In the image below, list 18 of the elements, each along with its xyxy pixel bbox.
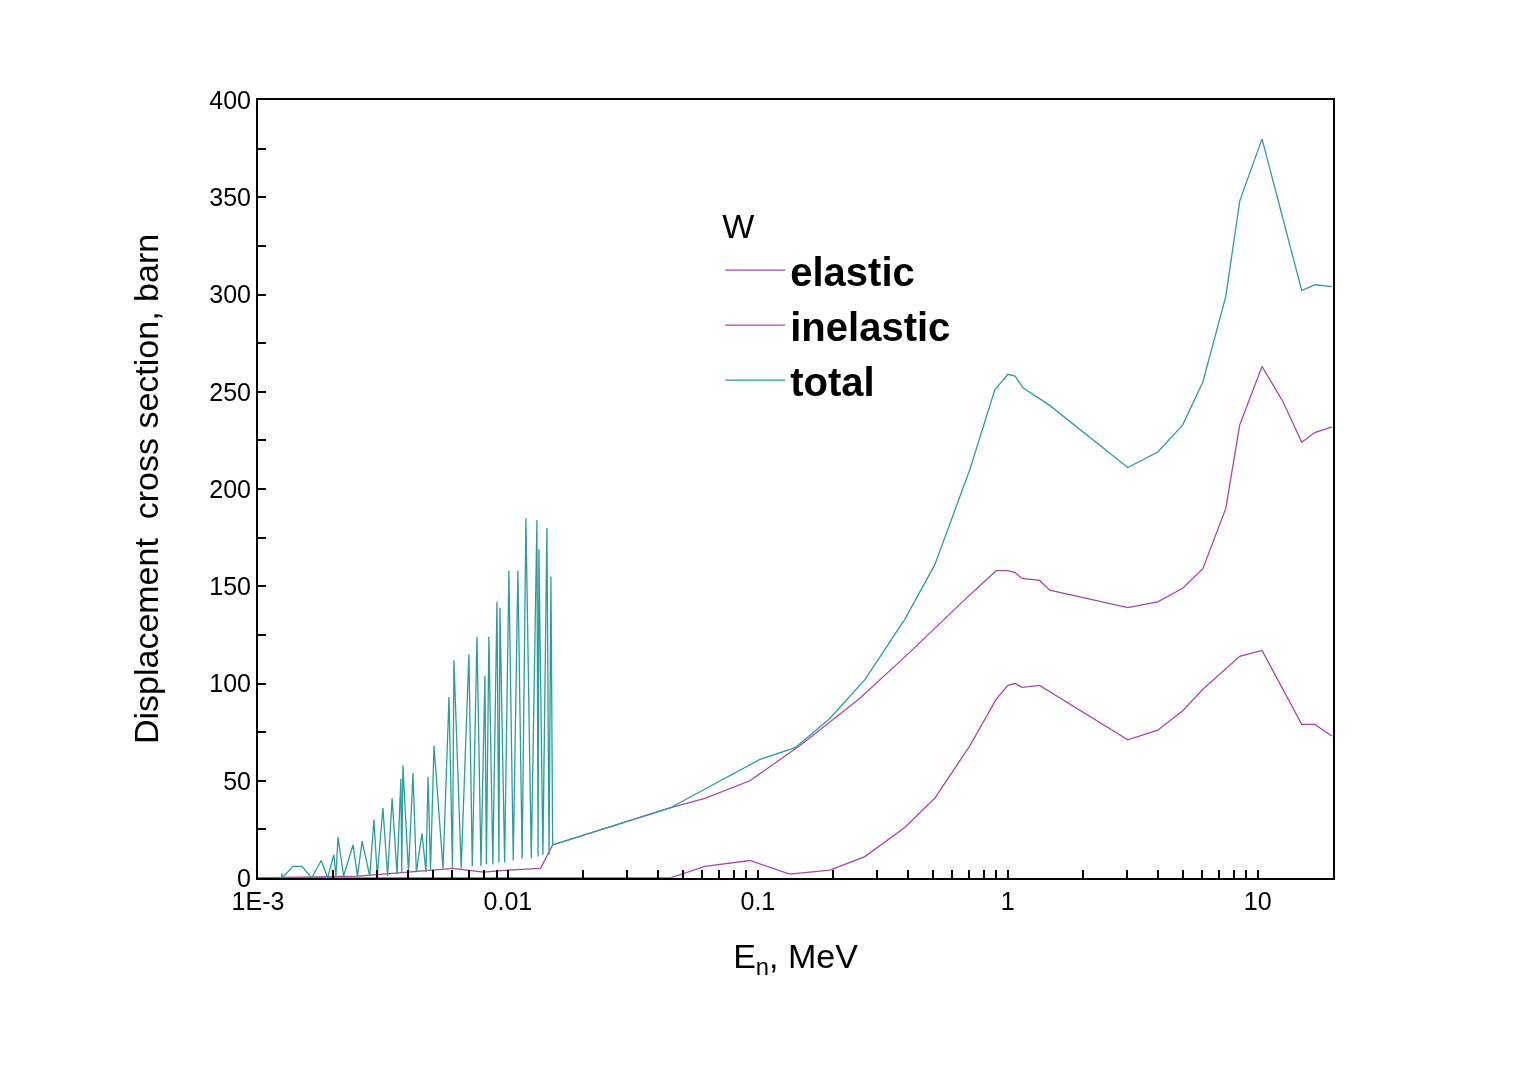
y-tick-label: 400 — [209, 85, 251, 114]
y-tick-label: 350 — [209, 183, 251, 211]
y-tick-label: 100 — [209, 669, 251, 698]
x-axis-title: E$_{n}$, MeV — [733, 936, 859, 980]
y-axis-title: Displacement cross section, barn — [127, 233, 166, 745]
legend-title: W — [722, 206, 755, 245]
legend-label: total — [790, 359, 875, 404]
y-tick-label: 300 — [209, 280, 251, 309]
x-tick-label: 0.1 — [740, 887, 776, 915]
x-tick-label: 10 — [1243, 887, 1272, 915]
x-tick-label: 0.01 — [483, 887, 533, 915]
y-tick-label: 50 — [223, 766, 251, 795]
y-tick-label: 150 — [209, 572, 251, 600]
legend-label: elastic — [790, 249, 915, 294]
y-tick-label: 250 — [209, 377, 251, 406]
legend-label: inelastic — [790, 304, 951, 349]
y-tick-label: 200 — [209, 474, 251, 503]
x-tick-label: 1 — [1000, 887, 1015, 915]
